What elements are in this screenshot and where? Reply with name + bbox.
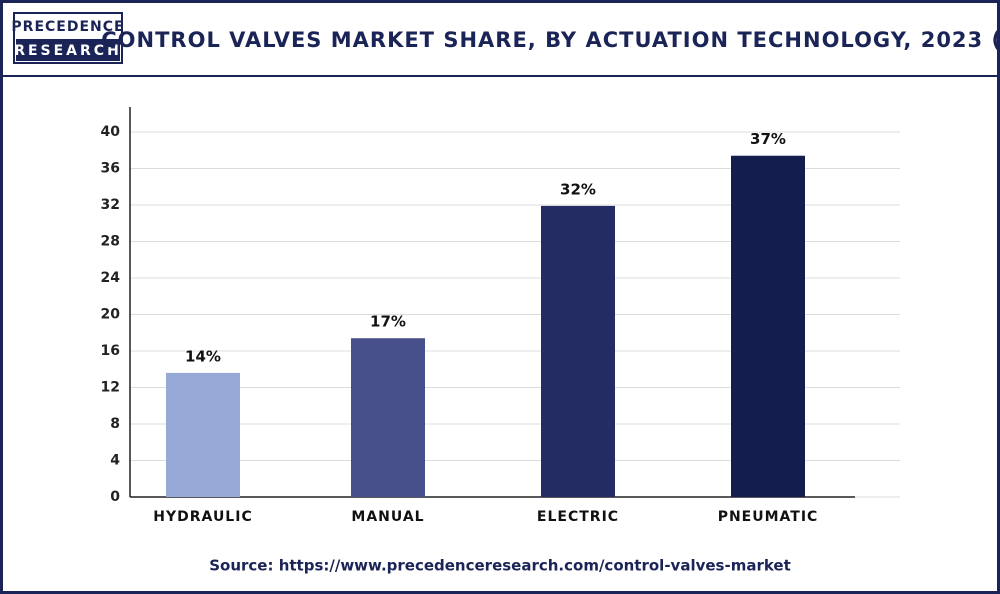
source: Source: https://www.precedenceresearch.c…	[209, 557, 791, 575]
y-tick-label: 0	[110, 489, 120, 505]
logo-text: PRECEDENCE	[11, 19, 124, 35]
x-tick-label: MANUAL	[351, 509, 424, 525]
y-tick-label: 28	[101, 234, 120, 250]
bar	[351, 338, 425, 497]
bar	[166, 372, 240, 497]
value-label: 17%	[370, 313, 406, 331]
chart-title: CONTROL VALVES MARKET SHARE, BY ACTUATIO…	[101, 28, 1000, 52]
x-tick-label: PNEUMATIC	[718, 509, 819, 525]
y-tick-label: 40	[101, 124, 121, 140]
y-tick-label: 12	[101, 380, 120, 396]
bar	[541, 205, 615, 497]
value-label: 32%	[560, 180, 596, 198]
y-tick-label: 8	[110, 416, 120, 432]
y-tick-label: 24	[101, 270, 121, 286]
plot: 0 4 8 12 16 20 24 28 32 36 40 HYDRAULIC 14% MANUAL 17%…	[101, 107, 900, 525]
y-tick-label: 16	[101, 343, 120, 359]
value-label: 37%	[750, 130, 786, 148]
y-tick-label: 36	[101, 161, 120, 177]
y-tick-label: 4	[110, 453, 120, 469]
logo-band	[16, 39, 120, 61]
value-label: 14%	[185, 347, 221, 365]
y-tick-label: 20	[101, 307, 121, 323]
y-tick-label: 32	[101, 197, 120, 213]
bar	[731, 155, 805, 497]
logo-text: RESEARCH	[14, 43, 122, 59]
x-tick-label: ELECTRIC	[537, 509, 619, 525]
x-tick-label: HYDRAULIC	[153, 509, 252, 525]
